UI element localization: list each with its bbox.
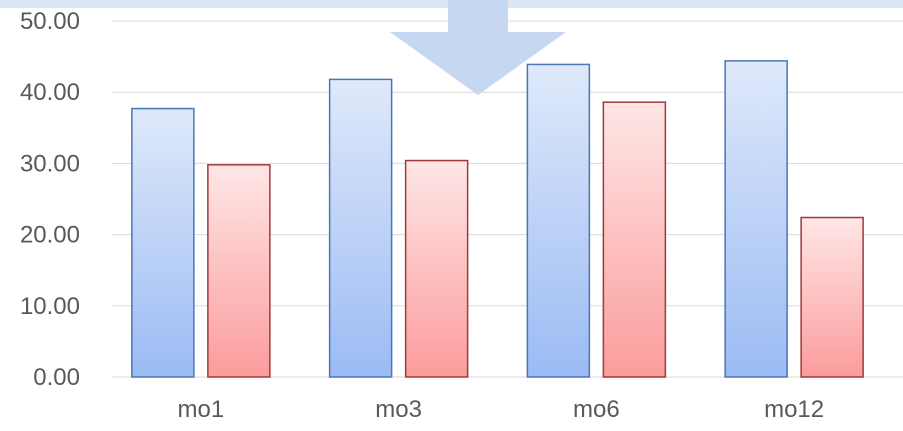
x-category-label: mo6 xyxy=(573,396,620,423)
x-category-label: mo3 xyxy=(375,396,422,423)
y-tick-label: 20.00 xyxy=(20,222,80,249)
bar-series-2-mo12 xyxy=(800,216,864,378)
bar-series-1-mo6 xyxy=(526,63,591,378)
bar-series-2-mo1 xyxy=(207,164,271,378)
bar-series-1-mo12 xyxy=(724,60,788,378)
bars xyxy=(131,60,864,378)
bar-series-2-mo6 xyxy=(602,101,667,378)
bar-series-1-mo1 xyxy=(131,107,195,378)
x-category-label: mo12 xyxy=(764,396,824,423)
bar-series-2-mo3 xyxy=(404,159,469,378)
down-arrow-icon xyxy=(390,0,566,95)
y-tick-label: 40.00 xyxy=(20,79,80,106)
decoration-layer xyxy=(0,0,903,95)
x-axis-category-labels: mo1 mo3 mo6 mo12 xyxy=(178,396,825,423)
x-category-label: mo1 xyxy=(178,396,225,423)
y-tick-label: 10.00 xyxy=(20,293,80,320)
y-axis-tick-labels: 0.00 10.00 20.00 30.00 40.00 50.00 xyxy=(20,8,80,391)
bar-series-1-mo3 xyxy=(328,78,393,378)
y-tick-label: 50.00 xyxy=(20,8,80,35)
y-tick-label: 0.00 xyxy=(33,364,80,391)
y-tick-label: 30.00 xyxy=(20,150,80,177)
